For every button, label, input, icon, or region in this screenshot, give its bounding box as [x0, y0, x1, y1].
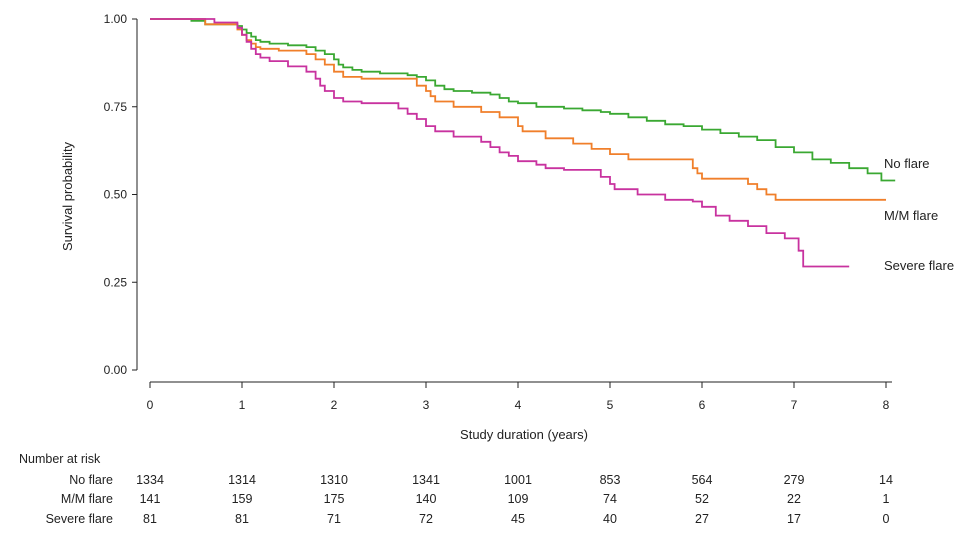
risk-cell: 81 [235, 512, 249, 526]
x-tick-label: 2 [331, 398, 338, 412]
risk-row-label: Severe flare [46, 512, 113, 526]
series-line-m-m-flare [150, 18, 886, 201]
risk-cell: 52 [695, 492, 709, 506]
risk-cell: 1 [883, 492, 890, 506]
risk-cell: 72 [419, 512, 433, 526]
risk-cell: 1314 [228, 473, 256, 487]
series-line-no-flare [150, 18, 896, 182]
risk-cell: 1310 [320, 473, 348, 487]
x-tick-label: 7 [791, 398, 798, 412]
series-label-m-m-flare: M/M flare [884, 208, 938, 223]
x-tick-label: 3 [423, 398, 430, 412]
x-tick-label: 1 [239, 398, 246, 412]
risk-cell: 17 [787, 512, 801, 526]
risk-cell: 853 [600, 473, 621, 487]
risk-cell: 0 [883, 512, 890, 526]
risk-cell: 81 [143, 512, 157, 526]
series-label-no-flare: No flare [884, 156, 930, 171]
risk-table-heading: Number at risk [19, 452, 101, 466]
risk-cell: 22 [787, 492, 801, 506]
risk-cell: 74 [603, 492, 617, 506]
series-line-severe-flare [150, 18, 850, 268]
risk-cell: 279 [784, 473, 805, 487]
risk-cell: 14 [879, 473, 893, 487]
y-tick-label: 0.25 [104, 275, 128, 289]
x-tick-label: 4 [515, 398, 522, 412]
risk-cell: 45 [511, 512, 525, 526]
risk-cell: 159 [232, 492, 253, 506]
risk-cell: 175 [324, 492, 345, 506]
x-tick-label: 5 [607, 398, 614, 412]
series-labels: No flare M/M flare Severe flare [884, 156, 954, 273]
y-axis-title: Survival probability [60, 141, 75, 251]
risk-cell: 140 [416, 492, 437, 506]
survival-curves [150, 18, 896, 268]
risk-row-label: M/M flare [61, 492, 113, 506]
risk-cell: 1001 [504, 473, 532, 487]
y-tick-label: 1.00 [104, 12, 128, 26]
risk-cell: 141 [140, 492, 161, 506]
risk-cell: 1341 [412, 473, 440, 487]
risk-cell: 109 [508, 492, 529, 506]
x-tick-label: 0 [147, 398, 154, 412]
x-tick-label: 6 [699, 398, 706, 412]
risk-row-label: No flare [69, 473, 113, 487]
series-label-severe-flare: Severe flare [884, 258, 954, 273]
x-tick-label: 8 [883, 398, 890, 412]
risk-cell: 1334 [136, 473, 164, 487]
risk-cell: 40 [603, 512, 617, 526]
risk-cell: 71 [327, 512, 341, 526]
axes: 0.00 0.25 0.50 0.75 1.00 0 1 2 3 4 5 6 7 8 Study durat… [60, 12, 892, 442]
y-tick-label: 0.75 [104, 100, 128, 114]
risk-cell: 564 [692, 473, 713, 487]
y-tick-label: 0.00 [104, 363, 128, 377]
y-tick-label: 0.50 [104, 188, 128, 202]
x-axis-title: Study duration (years) [460, 427, 588, 442]
risk-cell: 27 [695, 512, 709, 526]
